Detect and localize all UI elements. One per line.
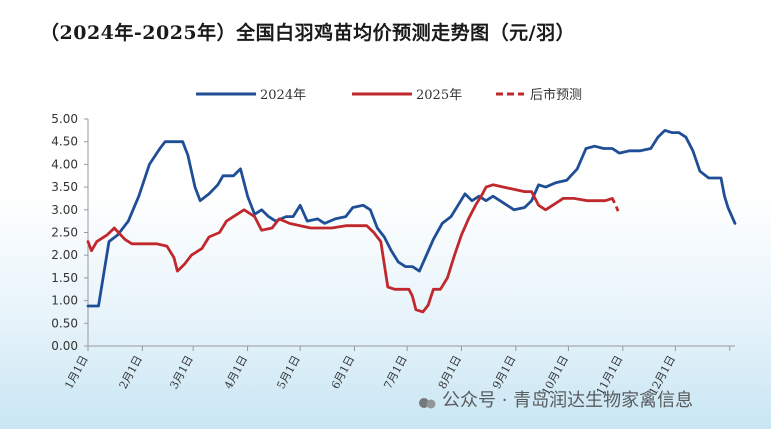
- legend-label-2: 后市预测: [530, 87, 582, 103]
- x-tick-label: 3月1日: [167, 353, 195, 391]
- x-tick-label: 1月1日: [62, 353, 90, 391]
- series-line-0: [86, 129, 737, 308]
- x-tick-label: 6月1日: [329, 353, 357, 391]
- legend-label-0: 2024年: [260, 88, 306, 103]
- series-line-1: [86, 183, 614, 314]
- watermark-text: 公众号 · 青岛润达生物家禽信息: [442, 390, 694, 411]
- y-tick-label: 4.50: [51, 135, 78, 149]
- y-tick-label: 0.00: [51, 339, 78, 353]
- chart-title: （2024年-2025年）全国白羽鸡苗均价预测走势图（元/羽）: [40, 22, 576, 44]
- y-tick-label: 4.00: [51, 157, 78, 171]
- series-line-2: [611, 197, 621, 215]
- x-tick-label: 5月1日: [274, 353, 302, 391]
- y-tick-label: 3.50: [51, 180, 78, 194]
- series-layer: [86, 129, 737, 314]
- y-tick-label: 0.50: [51, 316, 78, 330]
- x-tick-label: 7月1日: [381, 353, 409, 391]
- y-tick-label: 2.50: [51, 226, 78, 240]
- y-tick-label: 3.00: [51, 203, 78, 217]
- wechat-icon: [418, 394, 438, 409]
- x-tick-label: 4月1日: [222, 353, 250, 391]
- legend-label-1: 2025年: [416, 88, 462, 103]
- legend: 2024年 2025年 后市预测: [196, 87, 582, 103]
- y-tick-label: 5.00: [51, 112, 78, 126]
- y-tick-label: 2.00: [51, 248, 78, 262]
- y-tick-label: 1.00: [51, 294, 78, 308]
- y-tick-label: 1.50: [51, 271, 78, 285]
- watermark: 公众号 · 青岛润达生物家禽信息: [418, 386, 693, 412]
- x-tick-label: 2月1日: [117, 353, 145, 391]
